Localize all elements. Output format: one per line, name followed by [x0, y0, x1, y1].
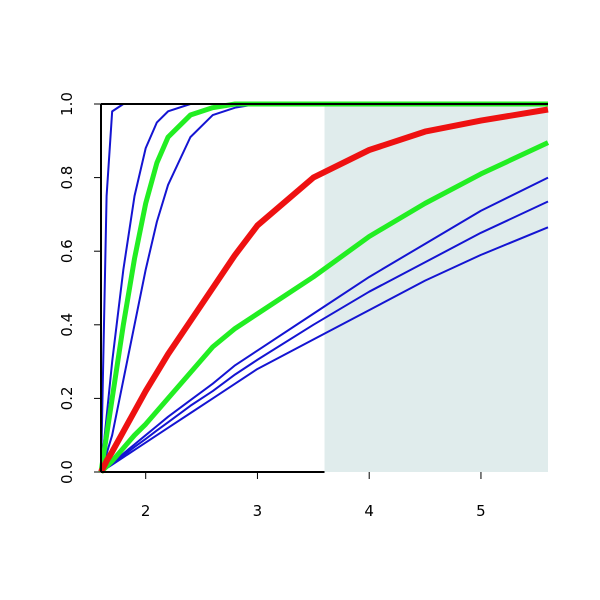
curve	[100, 200, 549, 473]
curve	[98, 106, 549, 474]
curve	[99, 140, 550, 474]
y-tick-label: 0.2	[58, 386, 76, 410]
y-tick-label: 0.4	[58, 313, 76, 337]
curve	[100, 176, 549, 473]
x-tick-label: 4	[364, 502, 374, 520]
x-tick-label: 3	[253, 502, 263, 520]
curve	[100, 226, 549, 473]
highlight-region	[324, 104, 548, 472]
y-tick-label: 1.0	[58, 92, 76, 116]
y-tick-label: 0.8	[58, 166, 76, 190]
x-tick-label: 2	[141, 502, 151, 520]
y-tick-label: 0.0	[58, 460, 76, 484]
x-tick-label: 5	[476, 502, 486, 520]
y-tick-label: 0.6	[58, 239, 76, 263]
